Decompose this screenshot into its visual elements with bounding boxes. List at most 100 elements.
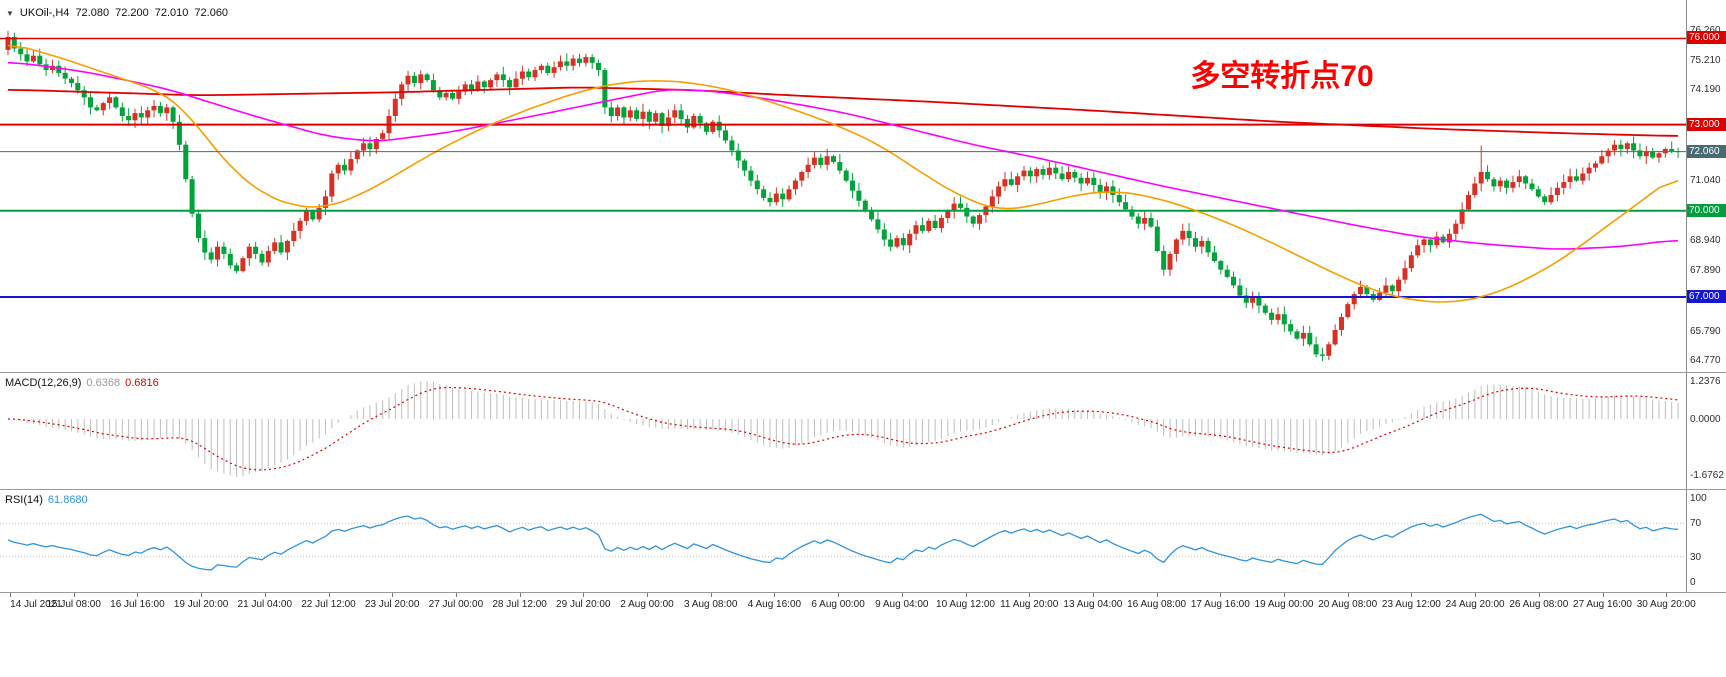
time-label: 13 Aug 04:00 — [1063, 599, 1123, 610]
rsi-label: RSI(14) 61.8680 — [5, 494, 88, 506]
rsi-scale[interactable]: 100 70 30 0 — [1686, 490, 1726, 592]
time-axis-tick — [1284, 593, 1285, 597]
macd-chart-canvas[interactable] — [0, 373, 1687, 489]
rsi-scale-tick: 70 — [1690, 518, 1702, 530]
time-label: 17 Aug 16:00 — [1190, 599, 1250, 610]
time-axis-tick — [647, 593, 648, 597]
macd-scale-tick: 0.0000 — [1690, 413, 1721, 425]
time-label: 24 Aug 20:00 — [1445, 599, 1505, 610]
rsi-panel: RSI(14) 61.8680 100 70 30 0 — [0, 490, 1726, 593]
time-label: 30 Aug 20:00 — [1636, 599, 1696, 610]
price-chart-canvas[interactable] — [0, 0, 1687, 372]
time-label: 22 Jul 12:00 — [301, 599, 356, 610]
price-level-badge: 67.000 — [1687, 289, 1726, 303]
time-label: 4 Aug 16:00 — [747, 599, 802, 610]
rsi-scale-tick: 100 — [1690, 493, 1707, 504]
rsi-scale-tick: 0 — [1690, 577, 1696, 588]
macd-scale-tick: -1.6762 — [1690, 470, 1724, 481]
time-label: 16 Jul 16:00 — [110, 599, 165, 610]
price-scale[interactable]: 76.260 75.210 74.190 71.040 68.940 67.890 65.7… — [1686, 0, 1726, 372]
time-label: 26 Aug 08:00 — [1509, 599, 1569, 610]
time-axis-tick — [965, 593, 967, 597]
macd-scale-tick: 1.2376 — [1690, 376, 1721, 387]
price-panel: ▼ UKOil-,H4 72.080 72.200 72.010 72.060 多空转折点… — [0, 0, 1726, 373]
time-label: 6 Aug 00:00 — [811, 599, 865, 610]
macd-signal-value: 0.6816 — [125, 377, 159, 389]
price-scale-tick: 75.210 — [1690, 55, 1721, 67]
time-axis-tick — [455, 593, 457, 597]
price-scale-tick: 64.770 — [1690, 355, 1721, 366]
time-axis-tick — [1411, 593, 1413, 597]
price-level-badge: 72.060 — [1687, 144, 1726, 158]
rsi-scale-tick: 30 — [1690, 551, 1702, 563]
time-label: 27 Aug 16:00 — [1573, 599, 1632, 610]
macd-scale[interactable]: 1.2376 0.0000 -1.6762 — [1686, 373, 1726, 489]
ohlc-low: 72.010 — [154, 7, 189, 19]
ma-line-fast — [7, 44, 1679, 303]
time-axis-tick — [1092, 593, 1094, 597]
time-label: 19 Aug 00:00 — [1254, 599, 1314, 610]
annotation-label: 多空转折点70 — [1190, 60, 1374, 93]
time-axis-tick — [838, 593, 840, 597]
time-label: 19 Jul 20:00 — [173, 599, 229, 610]
time-axis-tick — [519, 593, 521, 597]
time-label: 10 Aug 12:00 — [936, 599, 995, 610]
time-label: 21 Jul 04:00 — [237, 599, 293, 610]
ohlc-header: ▼ UKOil-,H4 72.080 72.200 72.010 72.060 — [6, 7, 234, 19]
ma-line-medium — [7, 61, 1679, 250]
time-axis-tick — [710, 593, 712, 597]
symbol-label: UKOil-,H4 — [19, 7, 70, 19]
price-scale-tick: 71.040 — [1690, 174, 1721, 186]
time-label: 11 Aug 20:00 — [1000, 599, 1059, 610]
time-axis-tick — [10, 593, 11, 597]
macd-histogram — [13, 381, 1679, 477]
time-axis[interactable]: 14 Jul 2021 15 Jul 08:00 16 Jul 16:00 19 Ju… — [0, 593, 1726, 621]
time-axis-tick — [201, 593, 203, 597]
ohlc-close: 72.060 — [194, 7, 229, 19]
time-axis-tick — [1347, 593, 1349, 597]
time-axis-tick — [1029, 593, 1031, 597]
time-axis-tick — [328, 593, 330, 597]
time-axis-tick — [1156, 593, 1158, 597]
time-axis-tick — [392, 593, 394, 597]
time-label: 14 Jul 2021 — [10, 599, 62, 610]
time-axis-tick — [583, 593, 585, 597]
time-axis-tick — [137, 593, 139, 597]
price-scale-tick: 76.260 — [1690, 25, 1721, 36]
price-level-badge: 70.000 — [1687, 203, 1726, 217]
rsi-line — [7, 513, 1679, 571]
macd-main-value: 0.6368 — [86, 377, 121, 389]
time-axis-tick — [264, 593, 266, 597]
price-level-badge: 73.000 — [1687, 117, 1726, 131]
time-axis-tick — [1602, 593, 1604, 597]
rsi-chart-canvas[interactable] — [0, 490, 1687, 592]
ma-line-slow — [7, 86, 1679, 137]
macd-label: MACD(12,26,9) 0.6368 0.6816 — [5, 377, 159, 389]
time-label: 9 Aug 04:00 — [875, 599, 929, 610]
rsi-value: 61.8680 — [47, 494, 88, 506]
time-axis-tick — [774, 593, 776, 597]
time-label: 2 Aug 00:00 — [620, 599, 674, 610]
price-scale-tick: 68.940 — [1690, 235, 1721, 247]
price-level-badge: 76.000 — [1687, 31, 1726, 45]
price-scale-tick: 67.890 — [1690, 265, 1721, 277]
time-label: 3 Aug 08:00 — [683, 599, 738, 610]
time-label: 16 Aug 08:00 — [1127, 599, 1187, 610]
time-axis-tick — [1220, 593, 1222, 597]
price-scale-tick: 74.190 — [1690, 84, 1721, 96]
time-axis-tick — [1475, 593, 1477, 597]
price-scale-tick: 65.790 — [1690, 325, 1721, 337]
ohlc-high: 72.200 — [115, 7, 149, 19]
time-label: 15 Jul 08:00 — [46, 599, 101, 610]
ohlc-open: 72.080 — [75, 7, 110, 19]
time-axis-tick — [1538, 593, 1540, 597]
time-axis-tick — [1666, 593, 1668, 597]
symbol-dropdown-icon[interactable]: ▼ — [6, 9, 14, 18]
time-label: 27 Jul 00:00 — [428, 599, 484, 610]
time-axis-tick — [901, 593, 903, 597]
time-label: 29 Jul 20:00 — [556, 599, 611, 610]
time-axis-tick — [73, 593, 75, 597]
time-label: 23 Aug 12:00 — [1381, 599, 1441, 610]
candles-layer — [5, 31, 1681, 361]
